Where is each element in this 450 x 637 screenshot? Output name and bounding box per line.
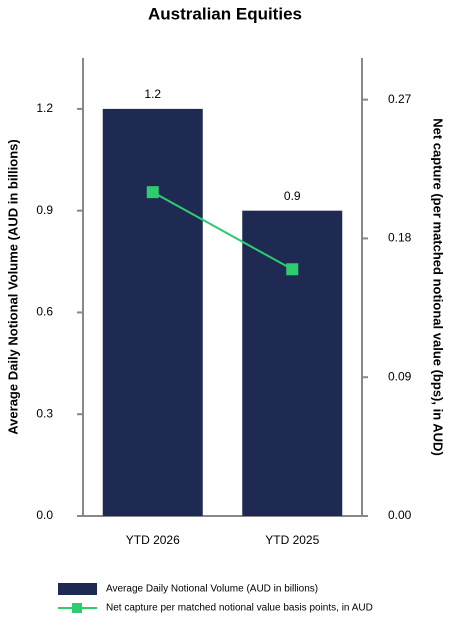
y2-tick-label: 0.00 [388,508,412,522]
legend-swatch [72,603,82,613]
legend-label: Average Daily Notional Volume (AUD in bi… [106,584,318,595]
data-label: 1.2 [144,87,161,101]
data-label: 0.9 [284,189,301,203]
line [152,191,293,271]
y-tick-label: 1.2 [36,101,53,115]
y2-tick-label: 0.27 [388,92,412,106]
legend-swatch [58,583,97,595]
chart-title: Australian Equities [148,4,302,23]
y2-axis-label: Net capture (per matched notional value … [431,118,446,456]
bar [242,210,343,516]
x-tick-label: YTD 2025 [265,533,319,547]
line-marker [146,186,159,199]
y2-tick-label: 0.09 [388,369,412,383]
line-marker [286,263,299,276]
y-tick-label: 0.3 [36,406,53,420]
y2-tick-label: 0.18 [388,231,412,245]
x-tick-label: YTD 2026 [126,533,180,547]
y-tick-label: 0.9 [36,203,53,217]
bar [102,108,203,516]
y-tick-label: 0.6 [36,305,53,319]
legend-label: Net capture per matched notional value b… [106,603,373,614]
y-axis-label: Average Daily Notional Volume (AUD in bi… [5,139,20,434]
y-tick-label: 0.0 [36,508,53,522]
